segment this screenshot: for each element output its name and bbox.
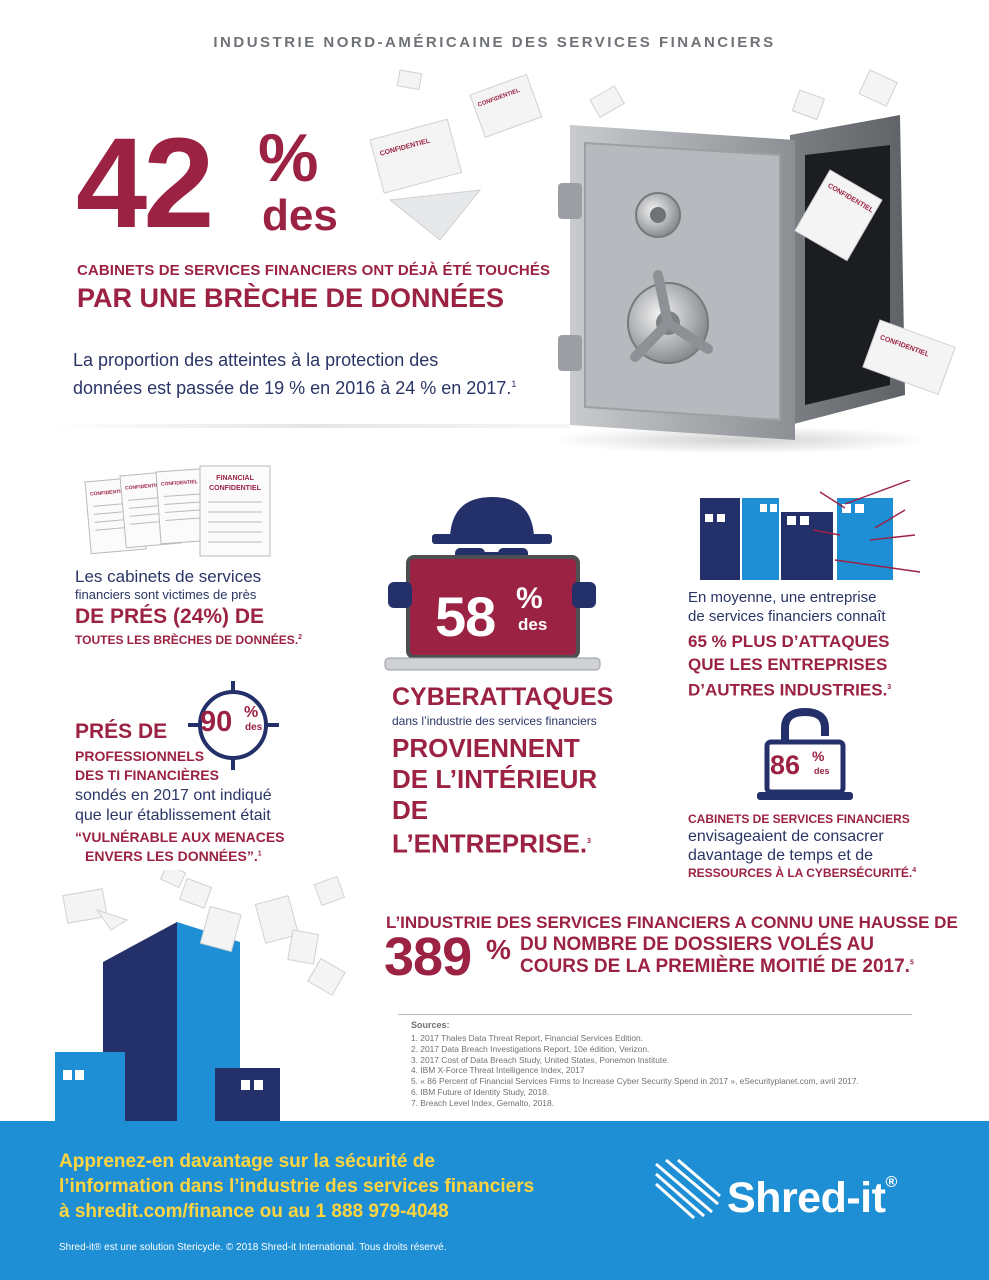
- badge-90-number: 90: [200, 706, 233, 738]
- stat389-line3: COURS DE LA PREMIÈRE MOITIÉ DE 2017.5: [520, 956, 914, 978]
- sources-divider: [398, 1014, 912, 1015]
- doc-label: CONFIDENTIEL: [90, 488, 127, 497]
- paper-stack-illustration: CONFIDENTIEL CONFIDENTIEL CONFIDENTIEL F…: [84, 465, 271, 557]
- center-stat-headline: PROVIENNENT DE L’INTÉRIEUR DE L’ENTREPRI…: [392, 733, 622, 860]
- footnote-ref: 3: [887, 684, 892, 691]
- right-stat2-body-1: envisageaient de consacrer: [688, 828, 884, 845]
- footnote-ref: 4: [912, 867, 917, 874]
- divider-shadow: [50, 424, 570, 428]
- right-stat2-bold: RESSOURCES À LA CYBERSÉCURITÉ.4: [688, 866, 916, 880]
- right-stat-intro-2: de services financiers connaît: [688, 608, 886, 625]
- shredit-logo-text: Shred-it®: [727, 1174, 897, 1223]
- footer-cta-line2: l’information dans l’industrie des servi…: [59, 1176, 535, 1197]
- left-stat2-sond2: que leur établissement était: [75, 807, 271, 824]
- shredit-logo-icon: [654, 1158, 721, 1220]
- hero-body: La proportion des atteintes à la protect…: [73, 348, 543, 400]
- left-stat-highlight-2-text: TOUTES LES BRÈCHES DE DONNÉES.: [75, 633, 299, 647]
- left-stat2-prof1: PROFESSIONNELS: [75, 748, 205, 764]
- brand-mark: ®: [885, 1174, 897, 1191]
- laptop-58-percent: %: [516, 582, 543, 615]
- stat389-intro: L’INDUSTRIE DES SERVICES FINANCIERS A CO…: [386, 913, 958, 932]
- target-badge: [188, 681, 279, 770]
- footnote-ref: 1: [511, 379, 517, 389]
- stat389-percent: %: [486, 934, 511, 965]
- right-stat-headline: 65 % PLUS D’ATTAQUES QUE LES ENTREPRISES…: [688, 630, 918, 702]
- hero-body-line1: La proportion des atteintes à la protect…: [73, 350, 439, 370]
- left-stat2-pres: PRÉS DE: [75, 720, 168, 743]
- left-stat2-prof2: DES TI FINANCIÈRES: [75, 767, 219, 783]
- left-stat-highlight: DE PRÉS (24%) DE: [75, 605, 265, 628]
- right-stat-intro: En moyenne, une entreprise de services f…: [688, 588, 918, 626]
- left-stat-highlight-2: TOUTES LES BRÈCHES DE DONNÉES.2: [75, 633, 302, 647]
- padlock-86-percent: %: [812, 748, 825, 764]
- right-stat-headline-1: 65 % PLUS D’ATTAQUES: [688, 632, 890, 651]
- center-stat-headline-3: DE L’ENTREPRISE.: [392, 795, 588, 859]
- stat389-line2: DU NOMBRE DE DOSSIERS VOLÉS AU: [520, 934, 875, 955]
- hacker-laptop-illustration: [384, 497, 601, 671]
- footer-cta-line3[interactable]: à shredit.com/finance ou au 1 888 979-40…: [59, 1201, 449, 1222]
- source-item: 1. 2017 Thales Data Threat Report, Finan…: [411, 1033, 643, 1043]
- right-stat2-bold-text: RESSOURCES À LA CYBERSÉCURITÉ.: [688, 866, 913, 880]
- left-stat-intro: Les cabinets de services: [75, 567, 262, 586]
- right-stat2-title: CABINETS DE SERVICES FINANCIERS: [688, 812, 910, 826]
- source-item: 3. 2017 Cost of Data Breach Study, Unite…: [411, 1054, 670, 1065]
- sources-title: Sources:: [411, 1020, 450, 1030]
- footer-cta-line1: Apprenez-en davantage sur la sécurité de: [59, 1151, 435, 1172]
- laptop-58-number: 58: [435, 585, 496, 648]
- source-item: 4. IBM X-Force Threat Intelligence Index…: [411, 1065, 585, 1076]
- stat389-number: 389: [384, 927, 472, 987]
- badge-90-des: des: [245, 722, 263, 733]
- footer-band: [0, 1121, 989, 1280]
- left-stat2-vuln2: ENVERS LES DONNÉES”.1: [85, 848, 262, 864]
- source-item: 2. 2017 Data Breach Investigations Repor…: [411, 1043, 650, 1054]
- footnote-ref: 2: [298, 634, 303, 641]
- hero-percent: %: [258, 120, 319, 196]
- doc-label: CONFIDENTIEL: [161, 479, 198, 488]
- badge-90-percent: %: [244, 704, 259, 721]
- hero-des: des: [262, 191, 338, 240]
- padlock-86-des: des: [814, 766, 830, 776]
- hero-subtitle: CABINETS DE SERVICES FINANCIERS ONT DÉJÀ…: [77, 262, 551, 279]
- hero-number: 42: [76, 112, 214, 255]
- padlock-86-number: 86: [770, 750, 801, 780]
- padlock-laptop-illustration: [757, 707, 853, 800]
- right-stat-intro-1: En moyenne, une entreprise: [688, 589, 877, 606]
- flying-documents: CONFIDENTIEL CONFIDENTIEL CONFIDENTIEL C…: [369, 69, 956, 395]
- footer-cta: Apprenez-en davantage sur la sécurité de…: [59, 1149, 534, 1224]
- right-stat2-body: envisageaient de consacrer davantage de …: [688, 827, 918, 865]
- right-stat-headline-3: D’AUTRES INDUSTRIES.: [688, 680, 888, 700]
- footnote-ref: 3: [587, 838, 591, 845]
- page-header-title: INDUSTRIE NORD-AMÉRICAINE DES SERVICES F…: [213, 34, 776, 51]
- stat389-line3-text: COURS DE LA PREMIÈRE MOITIÉ DE 2017.: [520, 956, 910, 977]
- laptop-58-des: des: [518, 615, 548, 634]
- doc-label: CONFIDENTIEL: [209, 485, 261, 492]
- bottom-buildings-illustration: [55, 870, 346, 1122]
- left-stat2-sond1: sondés en 2017 ont indiqué: [75, 787, 272, 804]
- left-stat2-vuln2-text: ENVERS LES DONNÉES”.: [85, 848, 258, 864]
- center-stat-headline-2: DE L’INTÉRIEUR: [392, 764, 598, 794]
- doc-label: CONFIDENTIEL: [125, 482, 162, 491]
- buildings-arrows-illustration: [700, 480, 921, 580]
- left-stat-intro-2: financiers sont victimes de près: [75, 587, 257, 602]
- doc-label-financial: FINANCIAL: [216, 475, 254, 482]
- footnote-ref: 1: [257, 850, 262, 858]
- left-stat2-vuln1: “VULNÉRABLE AUX MENACES: [75, 829, 285, 845]
- footnote-ref: 5: [909, 959, 914, 967]
- brand-name: Shred-it: [727, 1174, 886, 1222]
- center-stat-subtitle: dans l’industrie des services financiers: [392, 714, 597, 728]
- source-item: 5. « 86 Percent of Financial Services Fi…: [411, 1076, 859, 1087]
- footer-copyright: Shred-it® est une solution Stericycle. ©…: [59, 1242, 447, 1253]
- source-item: 6. IBM Future of Identity Study, 2018.: [411, 1086, 550, 1097]
- source-item: 7. Breach Level Index, Gemalto, 2018.: [411, 1097, 554, 1108]
- center-stat-headline-1: PROVIENNENT: [392, 733, 580, 763]
- center-stat-title: CYBERATTAQUES: [392, 683, 614, 711]
- right-stat2-body-2: davantage de temps et de: [688, 847, 874, 864]
- right-stat-headline-2: QUE LES ENTREPRISES: [688, 655, 888, 674]
- hero-headline: PAR UNE BRÈCHE DE DONNÉES: [77, 283, 505, 313]
- sources-list: 1. 2017 Thales Data Threat Report, Finan…: [411, 1033, 931, 1109]
- hero-body-line2: données est passée de 19 % en 2016 à 24 …: [73, 378, 512, 398]
